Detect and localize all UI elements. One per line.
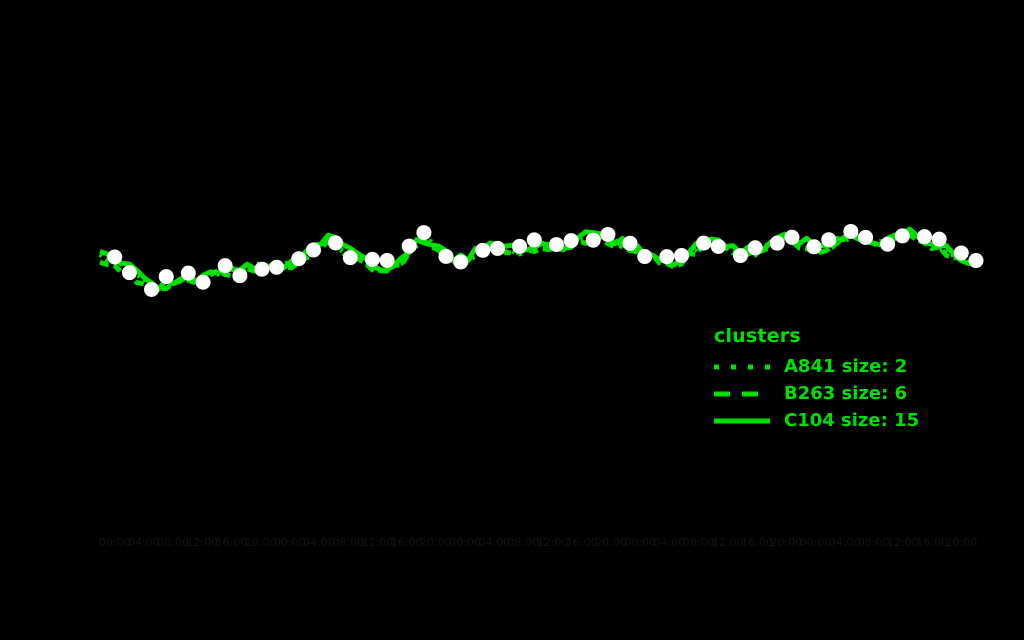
- data-point-marker: [968, 253, 984, 269]
- data-point-marker: [416, 225, 432, 241]
- data-point-marker: [453, 254, 469, 270]
- data-point-marker: [637, 249, 653, 265]
- data-point-marker: [843, 223, 859, 239]
- x-tick-label: 04:00: [478, 536, 511, 549]
- data-point-marker: [769, 235, 785, 251]
- legend-label-c104: C104 size: 15: [784, 410, 920, 431]
- legend-title: clusters: [714, 325, 801, 347]
- legend-sample-solid-icon: [712, 408, 774, 434]
- data-point-marker: [659, 249, 675, 265]
- x-tick-label: 08:00: [857, 536, 890, 549]
- series-line-a841: [98, 231, 978, 293]
- data-point-marker: [144, 281, 160, 297]
- data-point-marker: [217, 258, 233, 274]
- x-tick-label: 00:00: [449, 536, 481, 549]
- x-tick-label: 20:00: [770, 536, 803, 549]
- data-point-marker: [784, 229, 800, 245]
- data-point-marker: [806, 239, 822, 255]
- x-tick-label: 04:00: [653, 536, 686, 549]
- data-point-marker: [600, 226, 616, 242]
- data-point-marker: [916, 229, 932, 245]
- data-point-marker: [195, 274, 211, 290]
- legend-item-a841[interactable]: A841 size: 2: [712, 354, 942, 380]
- data-point-marker: [401, 238, 417, 254]
- data-point-marker: [291, 251, 307, 267]
- data-point-marker: [232, 268, 248, 284]
- legend-item-b263[interactable]: B263 size: 6: [712, 381, 942, 407]
- data-point-marker: [512, 238, 528, 254]
- data-point-marker: [121, 265, 137, 281]
- data-point-marker: [821, 232, 837, 248]
- data-point-marker: [894, 228, 910, 244]
- data-point-marker: [953, 245, 969, 261]
- data-point-marker: [364, 251, 380, 267]
- x-axis-tick-labels: 00:00 04:00 08:00 12:00 16:00 20:00 00:00 04:00…: [0, 536, 1024, 560]
- x-tick-label: 08:00: [682, 536, 715, 549]
- x-tick-label: 16:00: [565, 536, 598, 549]
- data-point-marker: [563, 233, 579, 249]
- x-tick-label: 20:00: [945, 536, 978, 549]
- x-tick-label: 08:00: [332, 536, 365, 549]
- x-tick-label: 12:00: [887, 536, 919, 549]
- legend-sample-dotted-icon: [712, 354, 774, 380]
- data-point-marker: [710, 238, 726, 254]
- data-point-marker: [674, 248, 690, 264]
- data-point-marker: [438, 248, 454, 264]
- data-point-marker: [585, 232, 601, 248]
- legend-label-a841: A841 size: 2: [784, 356, 908, 377]
- x-tick-label: 00:00: [273, 536, 306, 549]
- data-point-marker: [342, 250, 358, 266]
- x-tick-label: 20:00: [419, 536, 452, 549]
- x-tick-label: 16:00: [741, 536, 773, 549]
- x-tick-label: 16:00: [390, 536, 423, 549]
- data-point-marker: [269, 259, 285, 275]
- x-tick-label: 20:00: [244, 536, 277, 549]
- legend-label-b263: B263 size: 6: [784, 383, 908, 404]
- x-tick-label: 04:00: [828, 536, 861, 549]
- x-tick-label: 12:00: [186, 536, 219, 549]
- data-point-marker: [490, 240, 506, 256]
- data-point-marker: [475, 242, 491, 258]
- legend-sample-dashed-icon: [712, 381, 774, 407]
- data-point-marker: [328, 235, 344, 251]
- data-point-marker: [180, 265, 196, 281]
- marker-layer: [107, 223, 984, 297]
- data-point-marker: [107, 249, 123, 265]
- x-tick-label: 12:00: [536, 536, 569, 549]
- data-point-marker: [880, 236, 896, 252]
- legend: clusters A841 size: 2 B263 size: 6: [712, 326, 942, 435]
- x-tick-label: 20:00: [595, 536, 627, 549]
- data-point-marker: [858, 229, 874, 245]
- data-point-marker: [696, 235, 712, 251]
- legend-item-c104[interactable]: C104 size: 15: [712, 408, 942, 434]
- x-tick-label: 04:00: [127, 536, 160, 549]
- x-tick-label: 00:00: [799, 536, 832, 549]
- data-point-marker: [548, 237, 564, 253]
- x-tick-label: 16:00: [215, 536, 248, 549]
- x-tick-label: 16:00: [916, 536, 949, 549]
- data-point-marker: [379, 252, 395, 268]
- data-point-marker: [158, 269, 174, 285]
- x-tick-label: 12:00: [711, 536, 744, 549]
- x-tick-label: 08:00: [507, 536, 540, 549]
- data-point-marker: [254, 261, 270, 277]
- data-point-marker: [305, 242, 321, 258]
- x-tick-label: 04:00: [303, 536, 335, 549]
- x-tick-label: 00:00: [98, 536, 131, 549]
- x-tick-label: 12:00: [361, 536, 394, 549]
- x-tick-label: 00:00: [624, 536, 657, 549]
- x-tick-label: 08:00: [157, 536, 189, 549]
- data-point-marker: [526, 232, 542, 248]
- data-point-marker: [732, 248, 748, 264]
- data-point-marker: [622, 235, 638, 251]
- data-point-marker: [747, 240, 763, 256]
- data-point-marker: [931, 231, 947, 247]
